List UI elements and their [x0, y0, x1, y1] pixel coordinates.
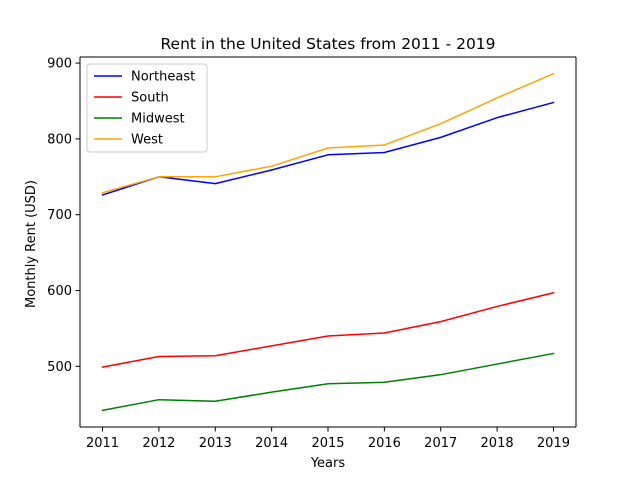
y-tick-label: 500 [47, 360, 72, 375]
series-line-west [101, 72, 555, 194]
x-tick-label: 2017 [424, 436, 457, 451]
legend-label-midwest: Midwest [131, 112, 185, 127]
legend-label-northeast: Northeast [131, 70, 195, 85]
legend-label-west: West [131, 133, 163, 148]
series-line-midwest [101, 352, 555, 412]
series-lines [101, 72, 555, 412]
y-axis-label: Monthly Rent (USD) [24, 180, 39, 308]
x-tick-label: 2011 [86, 436, 119, 451]
plot-area: 2011 2012 2013 2014 2015 2016 2017 2018 2019 500 6… [47, 56, 577, 451]
chart-title: Rent in the United States from 2011 - 20… [160, 35, 495, 53]
legend: Northeast South Midwest West [86, 63, 208, 153]
x-tick-label: 2015 [311, 436, 344, 451]
x-axis-label: Years [310, 456, 346, 471]
legend-label-south: South [131, 91, 169, 106]
x-tick-label: 2018 [481, 436, 514, 451]
x-tick-label: 2019 [537, 436, 570, 451]
y-tick-label: 800 [47, 132, 72, 147]
x-tick-label: 2014 [255, 436, 288, 451]
y-tick-label: 900 [47, 57, 72, 72]
series-line-northeast [101, 101, 555, 196]
x-tick-label: 2013 [199, 436, 232, 451]
x-tick-label: 2016 [368, 436, 401, 451]
series-line-south [101, 291, 555, 368]
y-tick-label: 600 [47, 284, 72, 299]
y-tick-label: 700 [47, 208, 72, 223]
x-tick-label: 2012 [142, 436, 175, 451]
legend-frame [86, 63, 208, 153]
